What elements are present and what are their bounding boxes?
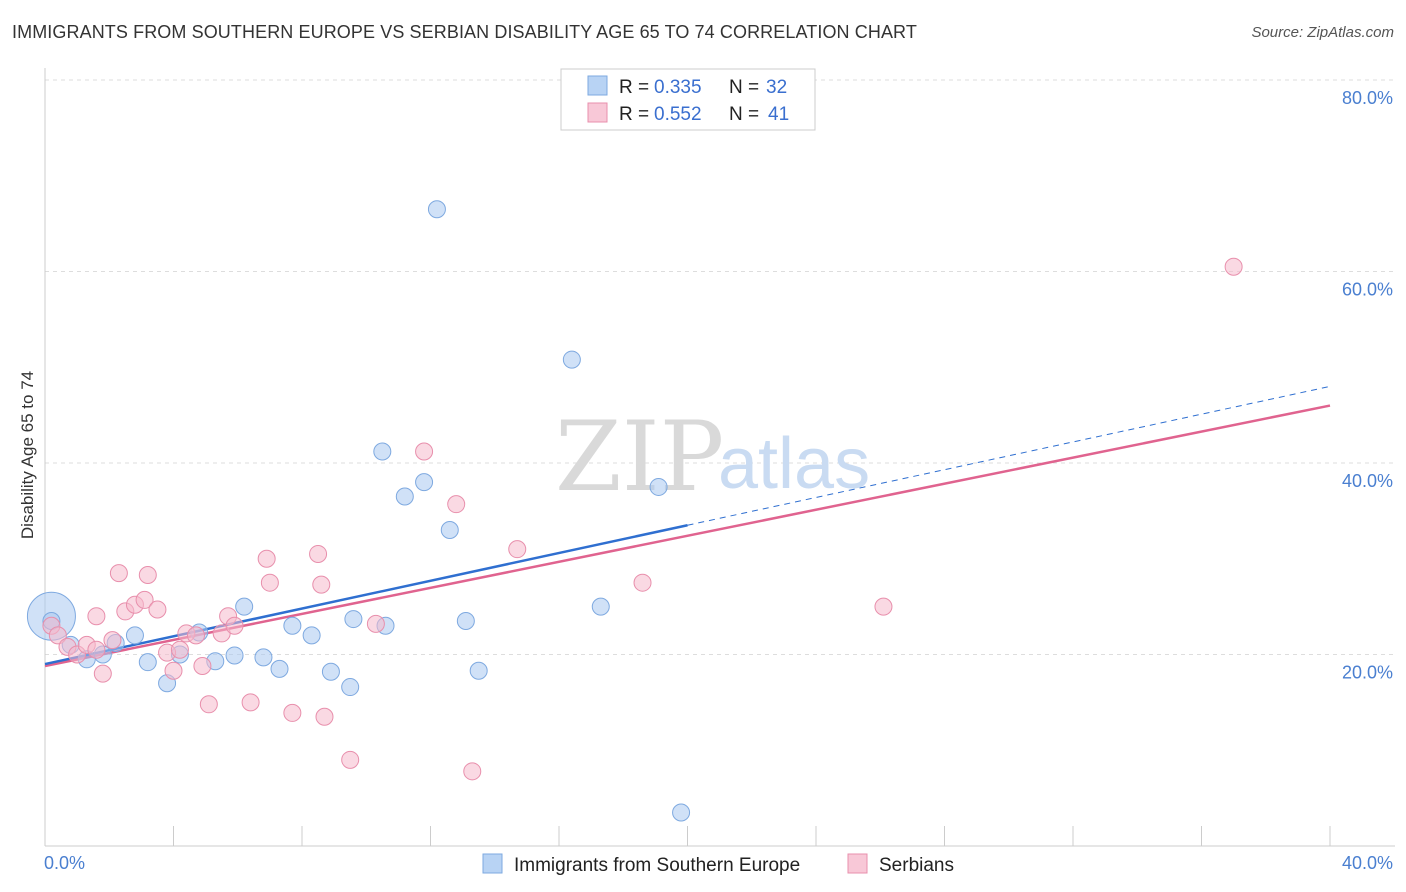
data-point-serbians — [260, 573, 279, 592]
data-point-serbians — [366, 614, 385, 633]
data-point-immigrants — [138, 653, 157, 672]
legend-n-value-1: 32 — [766, 77, 787, 98]
y-tick-label: 20.0% — [1342, 663, 1393, 683]
y-tick-labels: 20.0% 40.0% 60.0% 80.0% — [1342, 88, 1393, 683]
data-point-serbians — [164, 661, 183, 680]
y-tick-label: 80.0% — [1342, 88, 1393, 108]
data-point-serbians — [283, 703, 302, 722]
data-point-serbians — [415, 442, 434, 461]
y-tick-label: 40.0% — [1342, 471, 1393, 491]
data-point-serbians — [48, 626, 67, 645]
series-label-serbians: Serbians — [879, 855, 954, 876]
y-axis-label: Disability Age 65 to 74 — [18, 371, 37, 539]
watermark-atlas: atlas — [718, 424, 870, 504]
data-point-serbians — [1224, 257, 1243, 276]
watermark: ZIP atlas — [555, 401, 870, 513]
legend-swatch-blue — [587, 75, 608, 96]
data-point-serbians — [341, 750, 360, 769]
data-point-immigrants — [235, 597, 254, 616]
chart-title: IMMIGRANTS FROM SOUTHERN EUROPE VS SERBI… — [12, 22, 917, 42]
data-points — [26, 200, 1243, 822]
data-point-immigrants — [344, 610, 363, 629]
data-point-immigrants — [440, 521, 459, 540]
data-point-immigrants — [649, 477, 668, 496]
stats-legend: R = 0.335 N = 32 R = 0.552 N = 41 — [560, 68, 816, 131]
data-point-immigrants — [270, 659, 289, 678]
x-tick-label: 0.0% — [44, 853, 85, 873]
source-label: Source: ZipAtlas.com — [1251, 24, 1394, 41]
data-point-serbians — [633, 573, 652, 592]
y-tick-label: 60.0% — [1342, 280, 1393, 300]
legend-n-label-1: N = — [729, 77, 759, 98]
data-point-immigrants — [373, 442, 392, 461]
data-point-serbians — [93, 664, 112, 683]
legend-n-value-2: 41 — [768, 104, 789, 125]
data-point-serbians — [135, 590, 154, 609]
trend-lines — [44, 385, 1331, 668]
data-point-serbians — [186, 626, 205, 645]
data-point-immigrants — [427, 200, 446, 219]
data-point-serbians — [257, 549, 276, 568]
data-point-immigrants — [415, 473, 434, 492]
data-point-serbians — [87, 640, 106, 659]
legend-r-value-2: 0.552 — [654, 104, 702, 125]
data-point-serbians — [508, 540, 527, 559]
trend-line-serbians — [44, 404, 1331, 668]
data-point-serbians — [874, 597, 893, 616]
data-point-immigrants — [302, 626, 321, 645]
data-point-serbians — [109, 564, 128, 583]
data-point-immigrants — [341, 678, 360, 697]
series-legend: Immigrants from Southern Europe Serbians — [482, 853, 954, 876]
watermark-zip: ZIP — [555, 401, 724, 513]
x-tick-label: 40.0% — [1342, 853, 1393, 873]
data-point-immigrants — [456, 611, 475, 630]
data-point-immigrants — [321, 662, 340, 681]
data-point-serbians — [193, 656, 212, 675]
data-point-serbians — [199, 695, 218, 714]
data-point-serbians — [87, 607, 106, 626]
legend-r-value-1: 0.335 — [654, 77, 702, 98]
legend-n-label-2: N = — [729, 104, 759, 125]
data-point-serbians — [241, 693, 260, 712]
x-tick-labels: 0.0% 40.0% — [44, 853, 1393, 873]
data-point-serbians — [170, 640, 189, 659]
data-point-immigrants — [283, 616, 302, 635]
data-point-immigrants — [469, 661, 488, 680]
gridlines — [45, 79, 1395, 655]
data-point-immigrants — [125, 626, 144, 645]
data-point-immigrants — [672, 803, 691, 822]
legend-r-label-2: R = — [619, 104, 649, 125]
data-point-immigrants — [225, 646, 244, 665]
data-point-immigrants — [591, 597, 610, 616]
data-point-serbians — [315, 707, 334, 726]
legend-r-label-1: R = — [619, 77, 649, 98]
data-point-serbians — [447, 495, 466, 514]
axes — [44, 68, 1395, 847]
legend-swatch-pink — [587, 102, 608, 123]
series-swatch-pink — [847, 853, 868, 874]
series-swatch-blue — [482, 853, 503, 874]
data-point-serbians — [309, 544, 328, 563]
data-point-serbians — [312, 575, 331, 594]
data-point-immigrants — [254, 648, 273, 667]
data-point-serbians — [148, 600, 167, 619]
data-point-immigrants — [395, 487, 414, 506]
data-point-serbians — [463, 762, 482, 781]
data-point-serbians — [103, 631, 122, 650]
data-point-serbians — [138, 566, 157, 585]
data-point-serbians — [225, 616, 244, 635]
data-point-immigrants — [562, 350, 581, 369]
series-label-immigrants: Immigrants from Southern Europe — [514, 855, 800, 876]
trend-line-immigrants — [44, 524, 688, 666]
